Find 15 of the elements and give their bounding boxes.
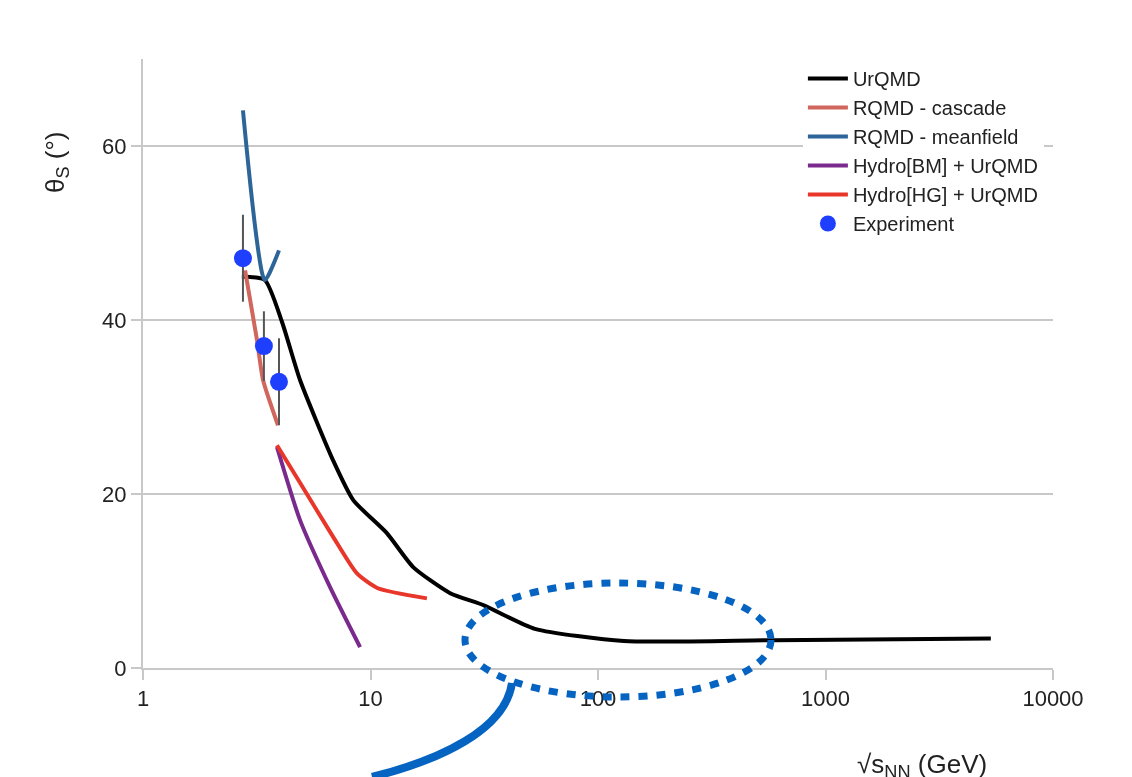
legend-label: RQMD - meanfield (852, 126, 1019, 149)
x-tick-label: 1000 (801, 686, 850, 712)
legend-label: RQMD - cascade (852, 97, 1007, 120)
legend-label: Hydro[HG] + UrQMD (852, 184, 1038, 207)
y-tick-label: 20 (102, 481, 127, 507)
legend-label: Hydro[BM] + UrQMD (852, 155, 1038, 178)
y-tick-label: 40 (102, 307, 127, 333)
line-series (243, 268, 280, 428)
y-tick-label: 60 (102, 133, 127, 159)
x-tick-label: 1 (136, 686, 150, 712)
legend-label: UrQMD (852, 68, 921, 91)
x-tick-label: 10 (358, 686, 383, 712)
y-tick-label: 0 (114, 655, 127, 681)
legend-label: Experiment (852, 213, 955, 236)
x-tick-label: 10000 (1022, 686, 1084, 712)
